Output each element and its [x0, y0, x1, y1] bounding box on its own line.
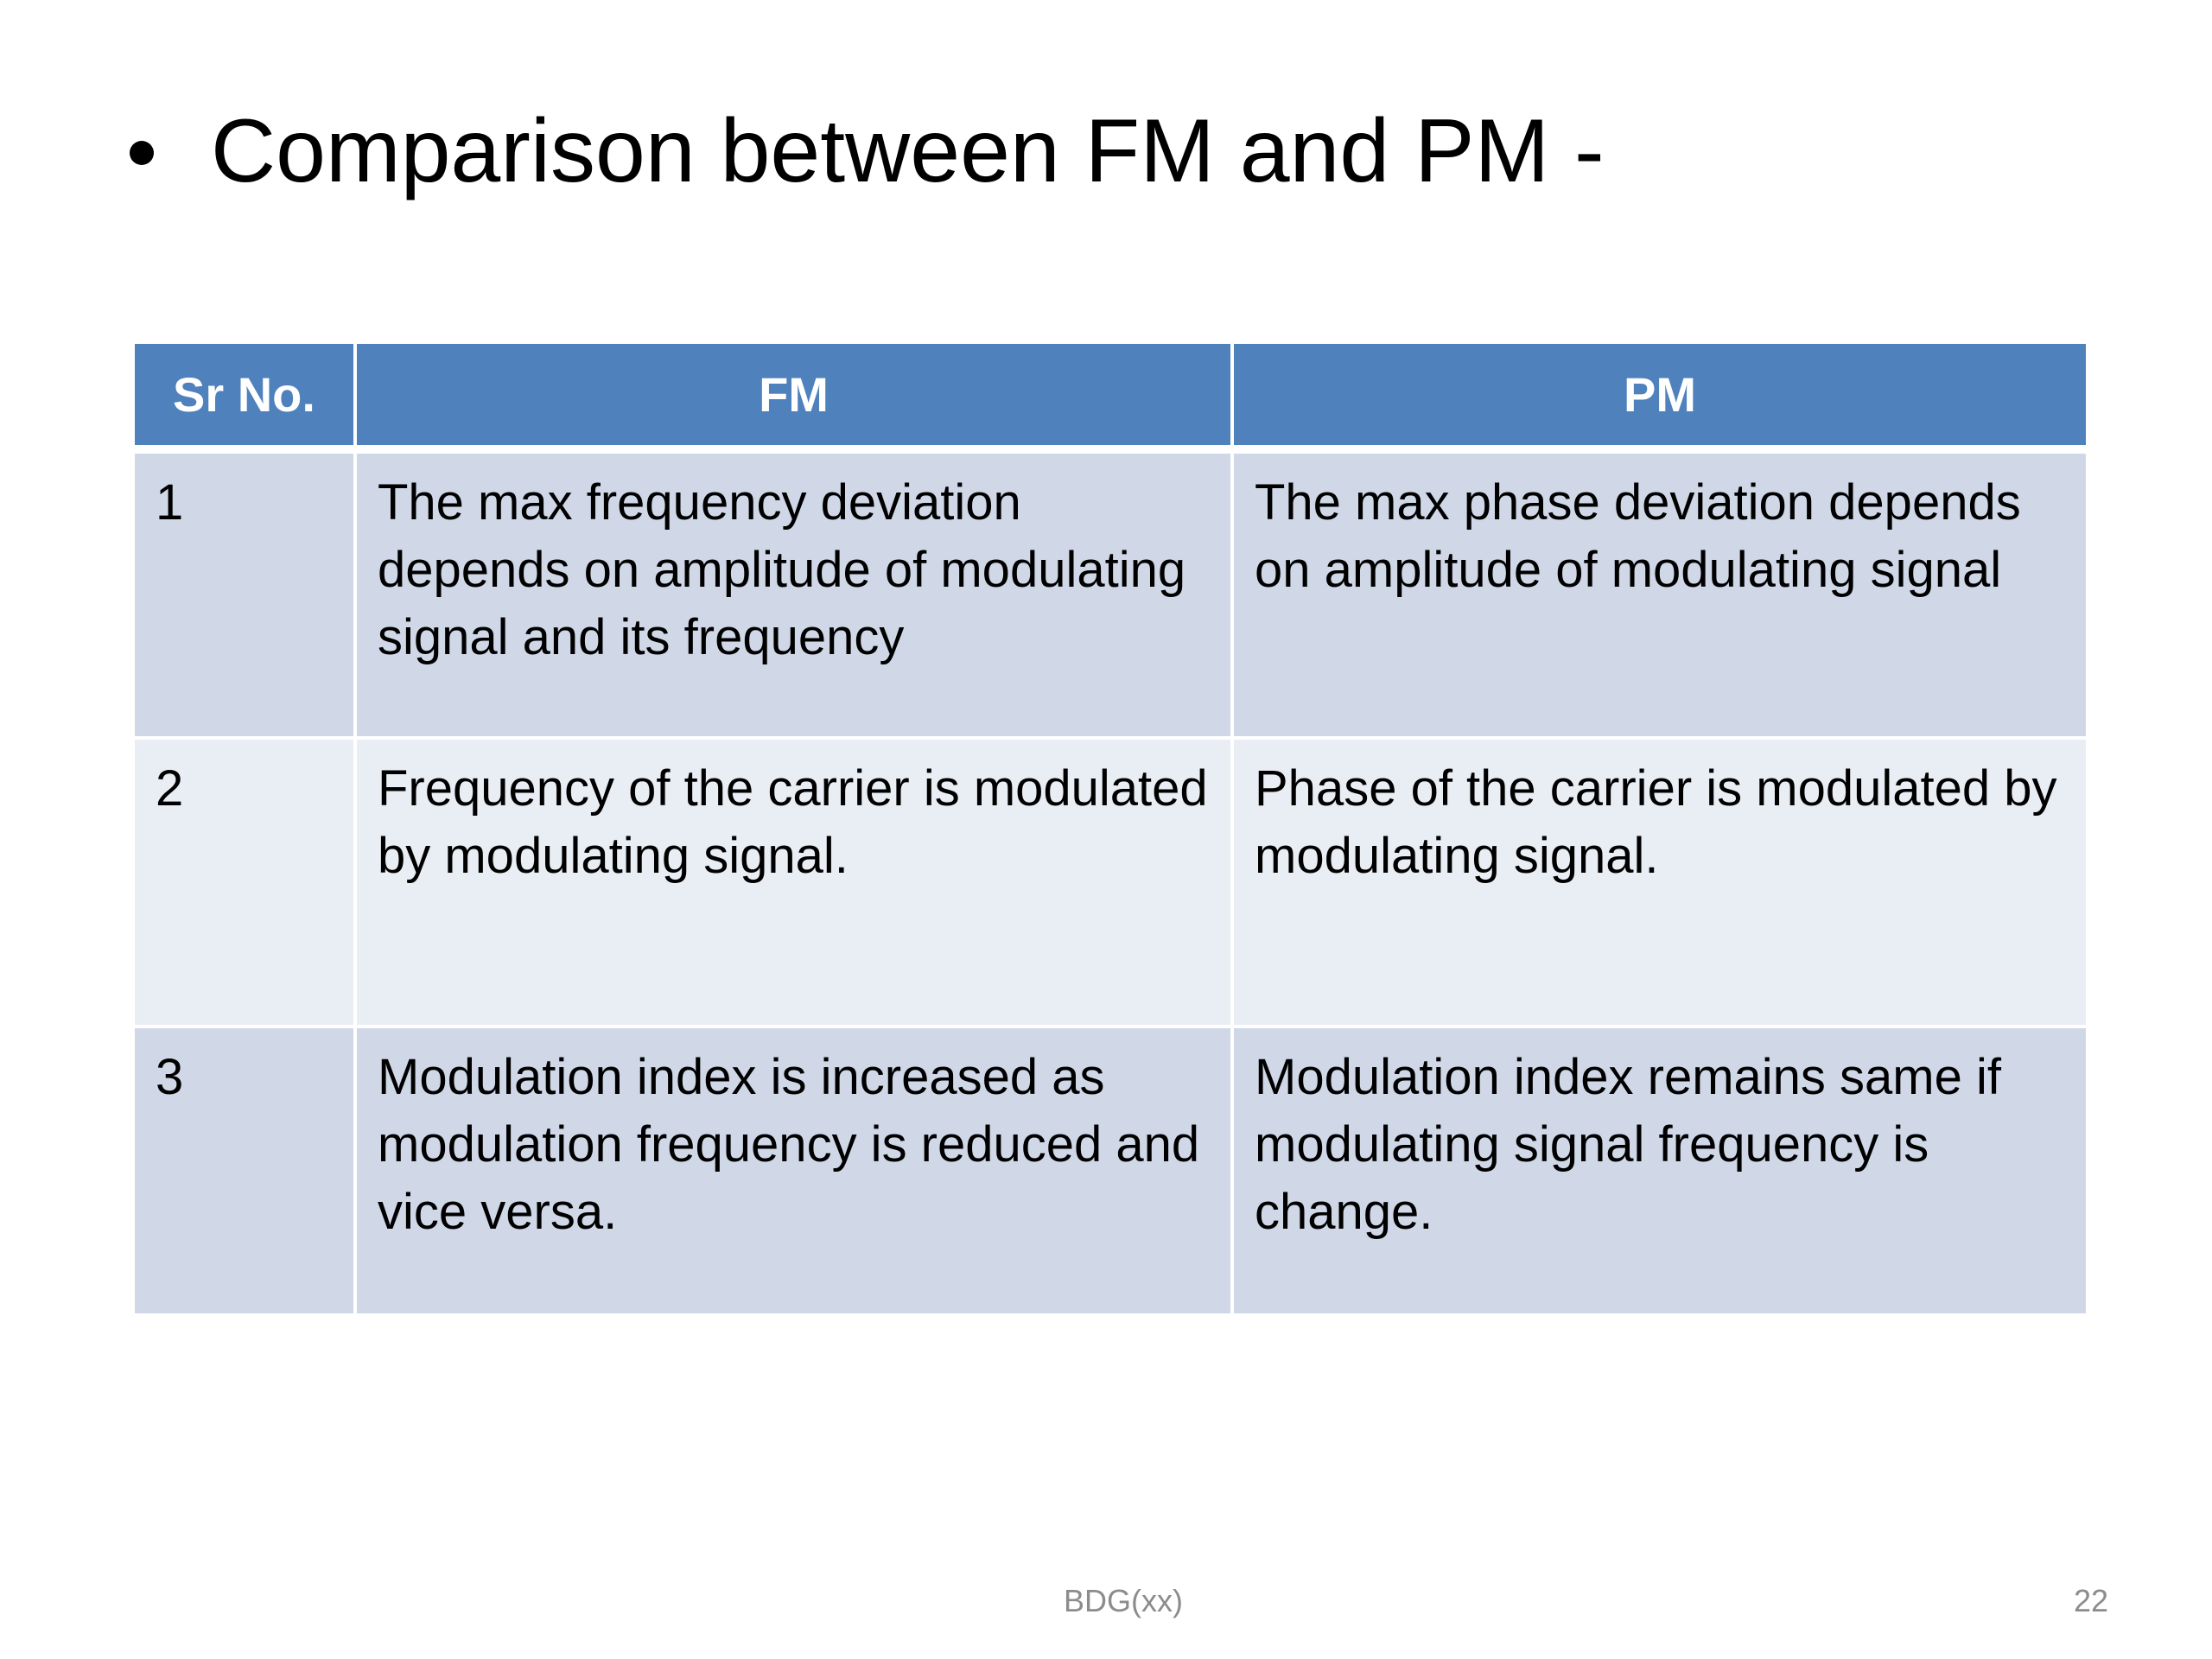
header-fm: FM [353, 340, 1234, 451]
cell-sr-no: 3 [131, 1025, 357, 1317]
table-row: 1 The max frequency deviation depends on… [131, 448, 2089, 740]
cell-fm: The max frequency deviation depends on a… [353, 448, 1234, 740]
cell-fm: Frequency of the carrier is modulated by… [353, 736, 1234, 1028]
bullet-icon [130, 141, 154, 165]
table-row: 3 Modulation index is increased as modul… [131, 1025, 2089, 1317]
comparison-table: Sr No. FM PM 1 The max frequency deviati… [131, 340, 2089, 1317]
cell-pm: Modulation index remains same if modulat… [1230, 1025, 2089, 1317]
slide-number: 22 [2073, 1583, 2108, 1618]
cell-sr-no: 2 [131, 736, 357, 1028]
table-row: 2 Frequency of the carrier is modulated … [131, 736, 2089, 1028]
table-header-row: Sr No. FM PM [131, 340, 2089, 451]
cell-fm: Modulation index is increased as modulat… [353, 1025, 1234, 1317]
header-pm: PM [1230, 340, 2089, 451]
header-sr-no: Sr No. [131, 340, 357, 451]
cell-sr-no: 1 [131, 448, 357, 740]
cell-pm: The max phase deviation depends on ampli… [1230, 448, 2089, 740]
slide-title-row: Comparison between FM and PM - [130, 86, 1605, 216]
cell-pm: Phase of the carrier is modulated by mod… [1230, 736, 2089, 1028]
slide-title: Comparison between FM and PM - [211, 101, 1605, 201]
footer-label: BDG(xx) [1064, 1583, 1183, 1618]
